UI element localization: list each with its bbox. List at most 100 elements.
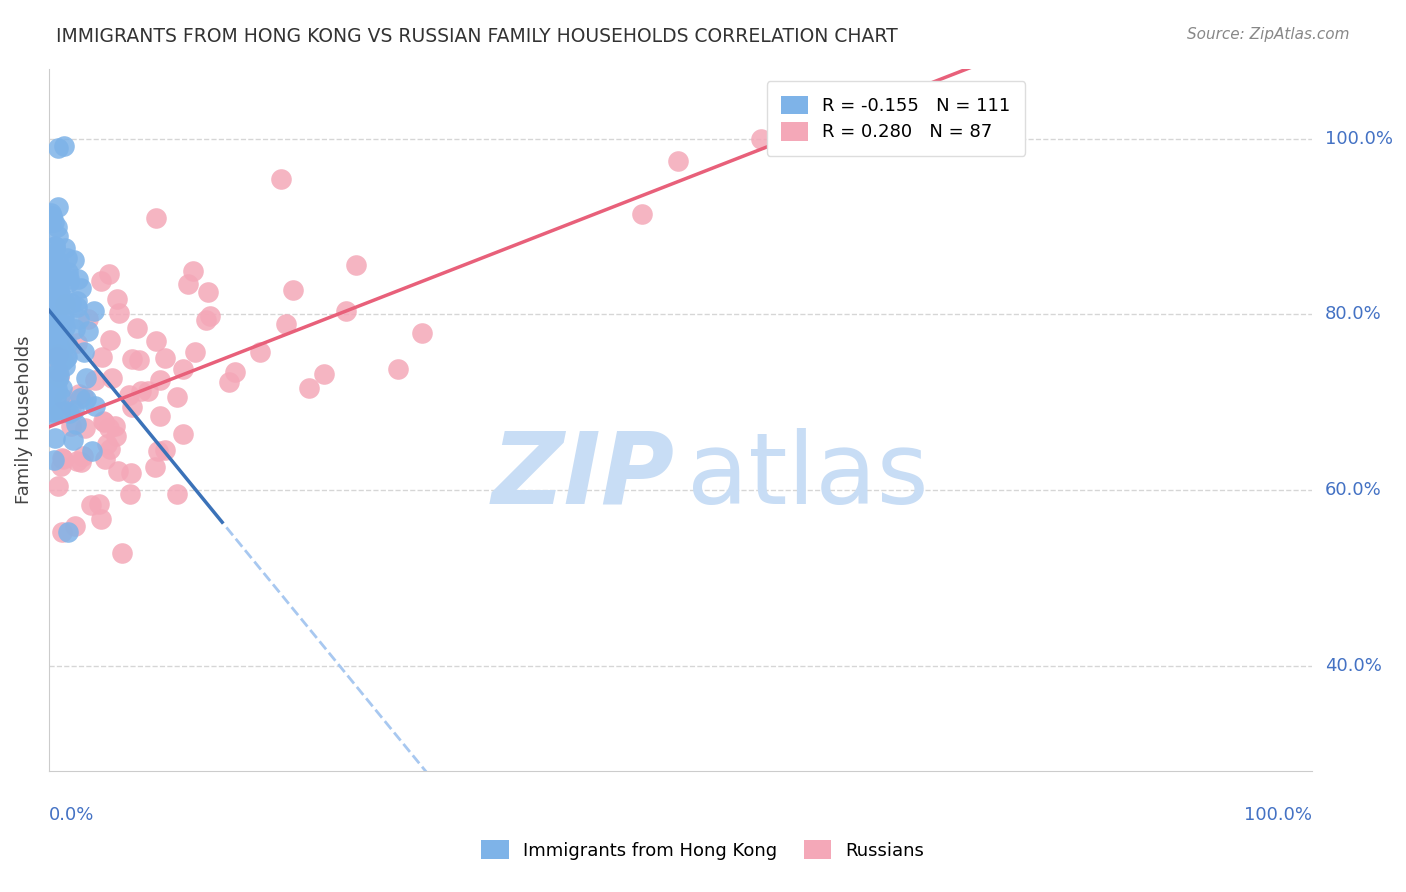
- Russians: [49, 459, 72, 474]
- Immigrants from Hong Kong: [41, 386, 63, 401]
- Russians: [181, 264, 204, 278]
- Immigrants from Hong Kong: [63, 403, 86, 417]
- Immigrants from Hong Kong: [53, 241, 76, 255]
- Immigrants from Hong Kong: [45, 382, 67, 396]
- Immigrants from Hong Kong: [67, 312, 90, 326]
- Immigrants from Hong Kong: [44, 431, 66, 445]
- Russians: [149, 409, 172, 423]
- Immigrants from Hong Kong: [63, 252, 86, 267]
- Text: 100.0%: 100.0%: [1244, 806, 1312, 824]
- Russians: [63, 519, 86, 533]
- Immigrants from Hong Kong: [39, 387, 62, 401]
- Russians: [145, 211, 167, 226]
- Russians: [120, 487, 142, 501]
- Russians: [249, 345, 271, 359]
- Immigrants from Hong Kong: [58, 275, 80, 289]
- Russians: [91, 351, 114, 365]
- Immigrants from Hong Kong: [58, 525, 80, 540]
- Immigrants from Hong Kong: [46, 315, 69, 329]
- Immigrants from Hong Kong: [41, 295, 63, 310]
- Immigrants from Hong Kong: [69, 280, 91, 294]
- Y-axis label: Family Households: Family Households: [15, 335, 32, 504]
- Text: 0.0%: 0.0%: [49, 806, 94, 824]
- Immigrants from Hong Kong: [73, 345, 96, 359]
- Immigrants from Hong Kong: [39, 333, 62, 347]
- Russians: [105, 293, 128, 307]
- Immigrants from Hong Kong: [46, 220, 69, 235]
- Russians: [98, 333, 121, 347]
- Immigrants from Hong Kong: [66, 293, 89, 308]
- Russians: [51, 451, 73, 466]
- Immigrants from Hong Kong: [44, 339, 66, 353]
- Immigrants from Hong Kong: [39, 404, 62, 418]
- Russians: [93, 415, 115, 429]
- Russians: [270, 171, 292, 186]
- Russians: [83, 373, 105, 387]
- Immigrants from Hong Kong: [49, 389, 72, 403]
- Immigrants from Hong Kong: [58, 272, 80, 286]
- Immigrants from Hong Kong: [39, 407, 62, 421]
- Immigrants from Hong Kong: [49, 355, 72, 369]
- Immigrants from Hong Kong: [77, 324, 100, 338]
- Russians: [93, 452, 115, 467]
- Russians: [52, 352, 75, 367]
- Immigrants from Hong Kong: [42, 279, 65, 293]
- Russians: [53, 297, 76, 311]
- Russians: [100, 371, 122, 385]
- Immigrants from Hong Kong: [39, 260, 62, 275]
- Immigrants from Hong Kong: [83, 303, 105, 318]
- Immigrants from Hong Kong: [42, 453, 65, 467]
- Russians: [145, 334, 167, 348]
- Immigrants from Hong Kong: [45, 262, 67, 277]
- Immigrants from Hong Kong: [66, 301, 89, 315]
- Immigrants from Hong Kong: [41, 363, 63, 377]
- Russians: [48, 370, 70, 384]
- Legend: Immigrants from Hong Kong, Russians: Immigrants from Hong Kong, Russians: [467, 826, 939, 874]
- Immigrants from Hong Kong: [41, 369, 63, 384]
- Immigrants from Hong Kong: [44, 240, 66, 254]
- Immigrants from Hong Kong: [48, 340, 70, 354]
- Immigrants from Hong Kong: [41, 211, 63, 226]
- Russians: [166, 487, 188, 501]
- Immigrants from Hong Kong: [39, 373, 62, 387]
- Immigrants from Hong Kong: [52, 311, 75, 326]
- Immigrants from Hong Kong: [42, 372, 65, 386]
- Immigrants from Hong Kong: [41, 330, 63, 344]
- Immigrants from Hong Kong: [52, 291, 75, 305]
- Russians: [148, 444, 170, 458]
- Immigrants from Hong Kong: [42, 346, 65, 360]
- Immigrants from Hong Kong: [48, 288, 70, 302]
- Russians: [118, 387, 141, 401]
- Immigrants from Hong Kong: [41, 405, 63, 419]
- Immigrants from Hong Kong: [52, 312, 75, 326]
- Immigrants from Hong Kong: [46, 263, 69, 277]
- Immigrants from Hong Kong: [41, 331, 63, 345]
- Immigrants from Hong Kong: [48, 368, 70, 382]
- Russians: [274, 317, 297, 331]
- Russians: [51, 525, 73, 540]
- Russians: [198, 310, 221, 324]
- Immigrants from Hong Kong: [65, 417, 87, 432]
- Immigrants from Hong Kong: [41, 319, 63, 334]
- Immigrants from Hong Kong: [41, 209, 63, 223]
- Russians: [49, 405, 72, 419]
- Immigrants from Hong Kong: [39, 262, 62, 277]
- Immigrants from Hong Kong: [42, 215, 65, 229]
- Immigrants from Hong Kong: [48, 300, 70, 314]
- Russians: [53, 392, 76, 406]
- Immigrants from Hong Kong: [51, 319, 73, 334]
- Immigrants from Hong Kong: [67, 272, 90, 286]
- Russians: [172, 427, 194, 442]
- Russians: [52, 451, 75, 466]
- Immigrants from Hong Kong: [51, 317, 73, 331]
- Text: IMMIGRANTS FROM HONG KONG VS RUSSIAN FAMILY HOUSEHOLDS CORRELATION CHART: IMMIGRANTS FROM HONG KONG VS RUSSIAN FAM…: [56, 27, 898, 45]
- Text: Source: ZipAtlas.com: Source: ZipAtlas.com: [1187, 27, 1350, 42]
- Immigrants from Hong Kong: [46, 349, 69, 363]
- Immigrants from Hong Kong: [56, 251, 79, 265]
- Immigrants from Hong Kong: [56, 265, 79, 279]
- Russians: [80, 498, 103, 512]
- Immigrants from Hong Kong: [45, 300, 67, 314]
- Russians: [312, 367, 335, 381]
- Russians: [59, 419, 82, 434]
- Immigrants from Hong Kong: [41, 213, 63, 227]
